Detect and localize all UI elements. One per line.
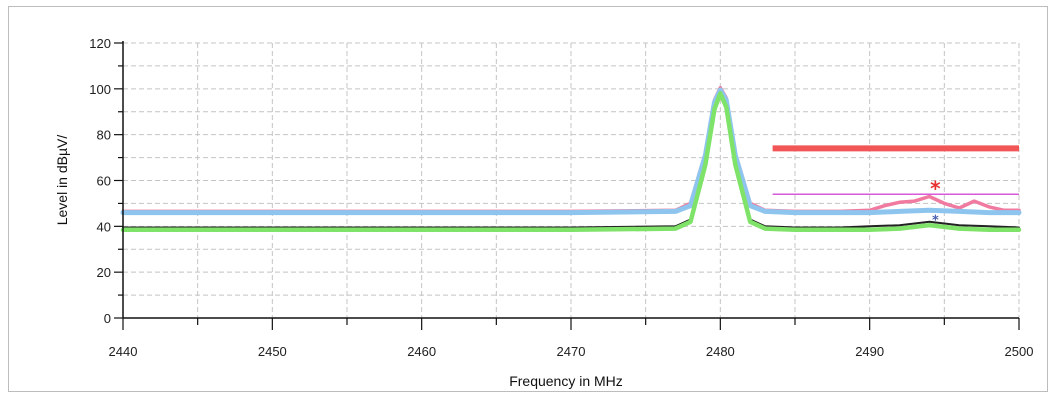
y-tick-label: 120 [89,36,111,51]
axes [114,41,1020,330]
x-tick-label: 2450 [258,344,287,359]
y-tick-label: 0 [104,311,111,326]
series-line [120,91,1022,233]
markers: ** [930,176,941,228]
y-axis-title: Level in dBµV/ [54,135,70,226]
x-tick-label: 2480 [706,344,735,359]
x-tick-label: 2460 [407,344,436,359]
y-tick-label: 60 [97,174,111,189]
x-tick-label: 2440 [109,344,138,359]
x-tick-label: 2500 [1005,344,1034,359]
series-group [120,85,1022,233]
x-tick-label: 2470 [557,344,586,359]
y-tick-label: 20 [97,265,111,280]
x-tick-labels: 2440 2450 2460 2470 2480 2490 2500 [109,344,1034,359]
grid [123,42,1020,318]
y-tick-label: 80 [97,128,111,143]
peak-marker: * [932,213,939,228]
peak-marker: * [930,176,941,200]
limit-lines [772,145,1019,195]
y-tick-label: 100 [89,82,111,97]
y-tick-label: 40 [97,219,111,234]
x-axis-title: Frequency in MHz [509,373,623,389]
y-tick-labels: 0 20 40 60 80 100 120 [89,36,111,326]
x-tick-label: 2490 [855,344,884,359]
chart-frame [8,6,1048,392]
